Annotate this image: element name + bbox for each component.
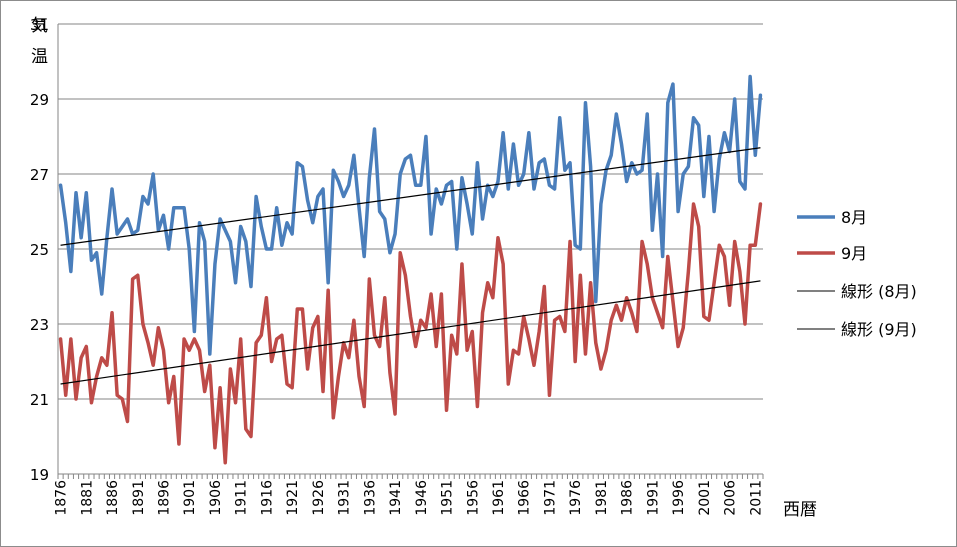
axes (57, 24, 764, 479)
x-tick-label: 1941 (388, 480, 404, 516)
y-tick-label: 25 (30, 241, 49, 259)
x-tick-label: 1991 (645, 480, 661, 516)
x-tick-label: 1876 (54, 480, 70, 516)
x-tick-label: 2011 (748, 480, 764, 516)
y-tick-label: 31 (30, 16, 49, 34)
x-tick-label: 1966 (517, 480, 533, 516)
x-tick-label: 1886 (105, 480, 121, 516)
trend-line-2 (60, 147, 761, 246)
x-tick-label: 1926 (311, 480, 327, 516)
x-axis-title: 西暦 (783, 500, 817, 520)
legend-label: 線形 (8月) (841, 282, 917, 301)
x-tick-label: 1881 (79, 480, 95, 516)
x-tick-label: 1916 (259, 480, 275, 516)
legend-label: 8月 (841, 208, 867, 227)
y-axis-title-char-1: 気 (31, 16, 48, 36)
y-tick-label: 27 (30, 166, 49, 184)
x-tick-labels: 1876 1881 1886 1891 1896 1901 1906 1911 1916 1921… (54, 480, 765, 516)
x-tick-label: 1896 (156, 480, 172, 516)
series-line-0 (58, 74, 763, 356)
trend-line-3 (60, 280, 761, 385)
x-tick-label: 1981 (594, 480, 610, 516)
x-tick-label: 1986 (620, 480, 636, 516)
x-tick-label: 2006 (723, 480, 739, 516)
legend-label: 線形 (9月) (841, 320, 917, 339)
x-tick-label: 1996 (671, 480, 687, 516)
x-tick-label: 1901 (182, 480, 198, 516)
x-tick-label: 1956 (465, 480, 481, 516)
y-tick-label: 21 (30, 391, 49, 409)
x-tick-label: 1911 (234, 480, 250, 516)
x-tick-label: 1921 (285, 480, 301, 516)
x-tick-label: 1971 (542, 480, 558, 516)
x-tick-label: 1891 (131, 480, 147, 516)
series-lines (58, 74, 763, 465)
x-tick-label: 1951 (440, 480, 456, 516)
y-tick-label: 23 (30, 316, 49, 334)
x-tick-label: 1931 (337, 480, 353, 516)
y-axis-title-char-2: 温 (31, 47, 48, 67)
x-tick-label: 1961 (491, 480, 507, 516)
x-tick-label: 1976 (568, 480, 584, 516)
y-tick-labels: 19 21 23 25 27 29 31 (30, 16, 49, 484)
x-tick-label: 1936 (362, 480, 378, 516)
y-tick-label: 19 (30, 466, 49, 484)
series-line-1 (58, 202, 763, 465)
x-tick-label: 1946 (414, 480, 430, 516)
x-tick-label: 1906 (208, 480, 224, 516)
x-tick-label: 2001 (697, 480, 713, 516)
legend-label: 9月 (841, 244, 867, 263)
y-tick-label: 29 (30, 91, 49, 109)
gridlines (58, 23, 763, 400)
